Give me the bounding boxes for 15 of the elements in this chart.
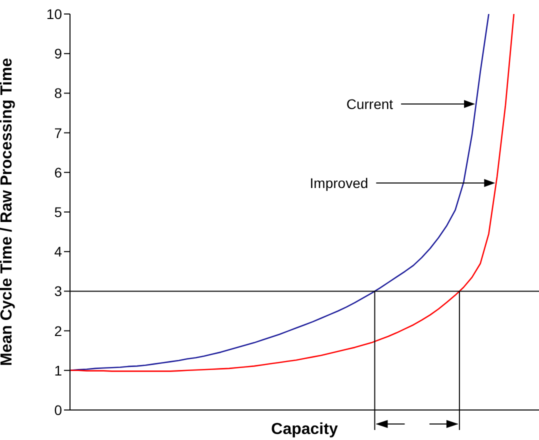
y-tick-label: 2 <box>54 322 62 339</box>
y-tick-label: 6 <box>54 164 62 180</box>
y-tick-label: 8 <box>54 85 62 102</box>
y-tick-label: 1 <box>54 362 62 378</box>
y-axis-title: Mean Cycle Time / Raw Processing Time <box>0 58 16 366</box>
y-tick-label: 5 <box>54 204 62 220</box>
y-tick-label: 10 <box>46 6 62 22</box>
y-tick-label: 3 <box>54 283 62 300</box>
y-tick-label: 4 <box>54 244 62 260</box>
x-axis-title: Capacity <box>271 421 338 438</box>
y-tick-label: 9 <box>54 46 62 62</box>
annotation: Improved <box>310 175 368 191</box>
y-tick-label: 0 <box>54 402 62 418</box>
annotation: Current <box>346 96 394 112</box>
y-tick-label: 7 <box>54 124 62 141</box>
